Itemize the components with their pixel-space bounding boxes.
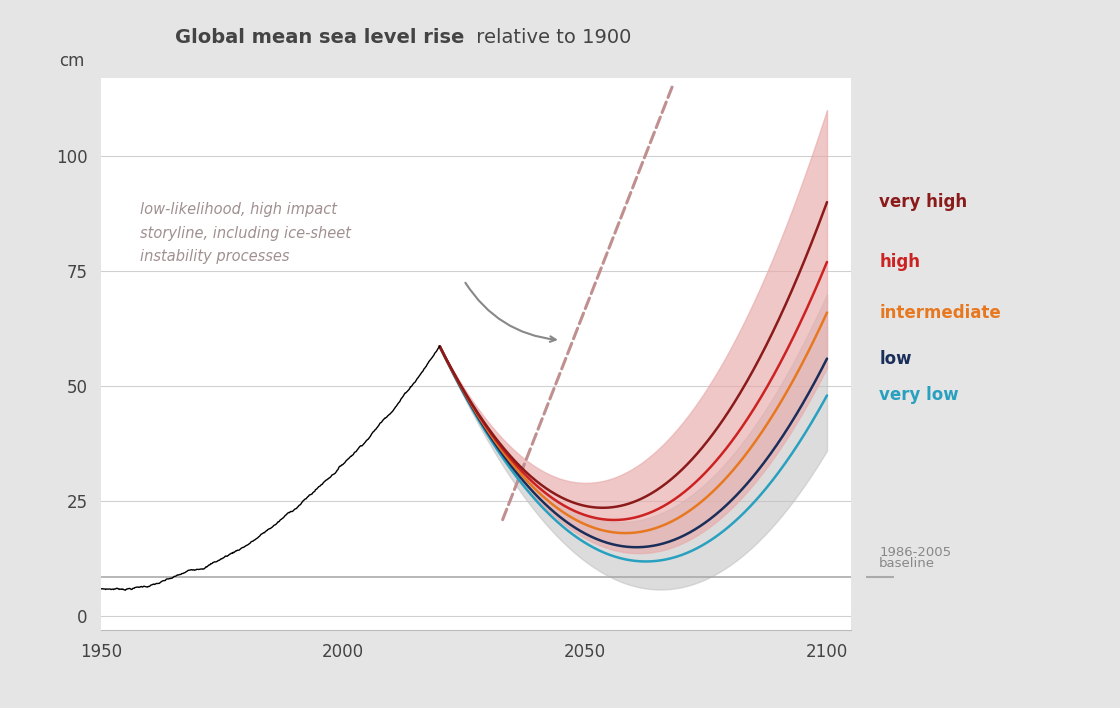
- Text: low-likelihood, high impact
storyline, including ice-sheet
instability processes: low-likelihood, high impact storyline, i…: [140, 202, 351, 264]
- Text: 1986-2005: 1986-2005: [879, 547, 951, 559]
- Text: low: low: [879, 350, 912, 367]
- Text: cm: cm: [59, 52, 85, 69]
- Text: very low: very low: [879, 387, 959, 404]
- Text: relative to 1900: relative to 1900: [470, 28, 632, 47]
- Text: baseline: baseline: [879, 557, 935, 570]
- Text: very high: very high: [879, 193, 968, 211]
- Text: intermediate: intermediate: [879, 304, 1001, 321]
- Text: high: high: [879, 253, 921, 271]
- Text: Global mean sea level rise: Global mean sea level rise: [176, 28, 465, 47]
